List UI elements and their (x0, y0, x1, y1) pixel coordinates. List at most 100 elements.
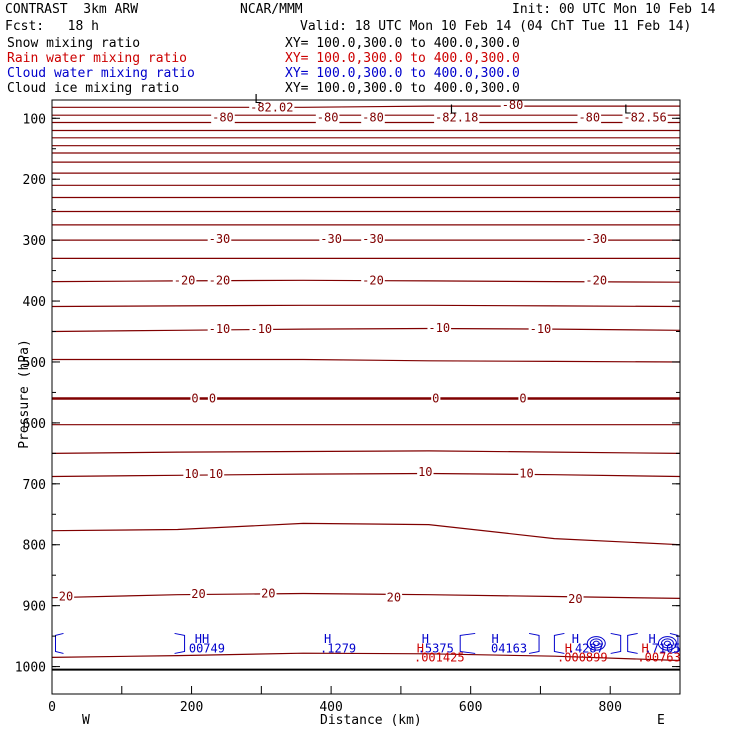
isotherm-line (51, 522, 681, 546)
contour-label-bg (207, 392, 218, 405)
isotherm-line (51, 327, 681, 333)
isotherm-line (51, 450, 681, 454)
cloud-water-contour (174, 632, 186, 654)
cloud-water-contour (586, 636, 606, 651)
contour-label: 10 (209, 467, 223, 481)
contour-label: -80 (362, 111, 384, 125)
extremum-value: .000899 (557, 650, 608, 664)
contour-label-bg (319, 232, 343, 245)
contour-label: -30 (362, 232, 384, 246)
extremum-marker: L (450, 103, 457, 117)
extremum-marker: H (641, 641, 648, 655)
contour-label-bg (500, 98, 525, 111)
contour-label: -82.56 (623, 111, 666, 125)
contour-label: 20 (59, 590, 73, 604)
extremum-marker: H (572, 632, 579, 646)
contour-label: 10 (418, 465, 432, 479)
forecast-hour: Fcst: 18 h (5, 19, 99, 34)
contour-label-bg (431, 392, 441, 405)
cloud-water-contour (657, 636, 677, 651)
contour-label: -82.18 (435, 111, 478, 125)
y-tick-label: 800 (23, 539, 46, 554)
y-tick-label: 700 (23, 478, 46, 493)
contour-label: -80 (212, 111, 234, 125)
west-label: W (82, 713, 90, 728)
extremum-value: .5375 (418, 641, 454, 655)
x-tick-label: 200 (180, 700, 203, 715)
contour-label: -10 (428, 321, 450, 335)
contour-label: 0 (209, 392, 216, 406)
cloud-water-contour (669, 632, 679, 654)
extremum-marker: H (491, 632, 498, 646)
contour-label-bg (361, 274, 385, 287)
contour-label-bg (183, 468, 200, 481)
cloud-water-contour (663, 640, 671, 647)
extremum-value: .00763 (637, 650, 680, 664)
contour-label-bg (260, 587, 277, 600)
contour-label: -10 (250, 322, 272, 336)
contour-label-bg (528, 323, 553, 336)
field-label-snow: Snow mixing ratio (7, 36, 141, 51)
extremum-value: .001425 (414, 650, 465, 664)
y-tick-label: 200 (23, 173, 46, 188)
cloud-water-contour (553, 632, 565, 654)
contour-label-bg (567, 592, 584, 605)
contour-label: 20 (191, 587, 205, 601)
contour-label: -82.02 (250, 100, 293, 114)
cloud-water-contour (592, 640, 600, 647)
contour-label: 20 (387, 591, 401, 605)
field-label-cloud-water: Cloud water mixing ratio (7, 66, 195, 81)
y-tick-label: 400 (23, 295, 46, 310)
cloud-water-contour (589, 638, 603, 649)
contour-label: -20 (209, 273, 231, 287)
contour-label: 0 (519, 392, 526, 406)
contour-label: -30 (585, 232, 607, 246)
extremum-marker: H (565, 641, 572, 655)
cloud-water-contour (610, 632, 622, 654)
extremum-marker: HH (195, 632, 209, 646)
contour-label: -10 (530, 322, 552, 336)
contour-label: 10 (519, 466, 533, 480)
contour-label: -20 (362, 273, 384, 287)
contour-label-bg (427, 321, 452, 334)
contour-label: -80 (317, 111, 339, 125)
field-xy-cloud-ice: XY= 100.0,300.0 to 400.0,300.0 (285, 81, 520, 96)
contour-label-bg (622, 111, 668, 124)
contour-label: 10 (184, 467, 198, 481)
x-tick-label: 600 (459, 700, 482, 715)
cloud-water-contour (528, 632, 540, 654)
contour-label: -30 (320, 232, 342, 246)
field-label-rain: Rain water mixing ratio (7, 51, 188, 66)
cloud-water-contour (627, 632, 638, 654)
field-xy-cloud-water: XY= 100.0,300.0 to 400.0,300.0 (285, 66, 520, 81)
y-tick-label: 1000 (15, 661, 46, 676)
contour-label-bg (249, 101, 295, 114)
cloud-water-contour (54, 632, 64, 654)
isotherm-line (51, 472, 681, 478)
cloud-contours (54, 632, 679, 654)
y-axis-title: Pressure (hPa) (17, 339, 32, 449)
extremum-marker: H (648, 632, 655, 646)
contour-label-bg (190, 588, 207, 601)
x-tick-label: 800 (598, 700, 621, 715)
contour-labels: -82.02 -80 -80 -80 -80 -82.18 -80 -82.56 -30 -30 -… (57, 92, 681, 664)
org-title: NCAR/MMM (240, 2, 303, 17)
contour-label-bg (518, 467, 535, 480)
x-tick-label: 400 (319, 700, 342, 715)
extremum-value: .4287 (568, 641, 604, 655)
contour-label: -20 (174, 273, 196, 287)
extremum-value: .7105 (644, 641, 680, 655)
contour-label-bg (361, 111, 385, 124)
contour-label-bg (57, 590, 75, 603)
y-tick-label: 100 (23, 112, 46, 127)
contour-label: -80 (502, 98, 524, 112)
contour-label-bg (249, 323, 274, 336)
cloud-water-contour (660, 638, 674, 649)
contour-label-bg (518, 392, 528, 405)
y-tick-label: 600 (23, 417, 46, 432)
extremum-value: .1279 (320, 641, 356, 655)
contour-label: -80 (578, 111, 600, 125)
contour-label-bg (315, 111, 340, 124)
